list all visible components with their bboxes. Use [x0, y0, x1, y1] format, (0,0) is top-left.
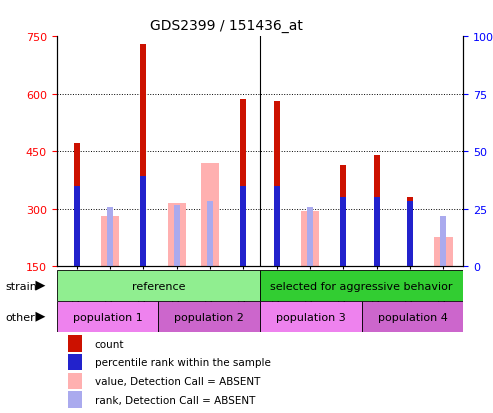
Bar: [168, 203, 186, 266]
Bar: [158, 301, 260, 332]
Bar: [174, 205, 180, 266]
Bar: [141, 177, 146, 266]
Bar: [340, 165, 347, 266]
Text: reference: reference: [132, 281, 185, 291]
Bar: [241, 186, 246, 266]
Bar: [374, 156, 380, 266]
Text: population 1: population 1: [72, 312, 142, 322]
Bar: [68, 336, 82, 352]
Bar: [440, 217, 447, 266]
Bar: [73, 186, 80, 266]
Bar: [340, 198, 347, 266]
Text: percentile rank within the sample: percentile rank within the sample: [95, 357, 271, 368]
Bar: [274, 102, 280, 266]
Text: rank, Detection Call = ABSENT: rank, Detection Call = ABSENT: [95, 394, 255, 405]
Bar: [407, 198, 413, 266]
Text: population 2: population 2: [175, 312, 244, 322]
Bar: [101, 217, 119, 266]
Bar: [260, 271, 463, 301]
Bar: [274, 186, 280, 266]
Bar: [374, 198, 380, 266]
Text: other: other: [5, 312, 35, 322]
Text: value, Detection Call = ABSENT: value, Detection Call = ABSENT: [95, 376, 260, 386]
Text: population 4: population 4: [378, 312, 448, 322]
Bar: [407, 202, 413, 266]
Bar: [260, 301, 362, 332]
Text: count: count: [95, 339, 124, 349]
Bar: [68, 392, 82, 408]
Bar: [307, 207, 313, 266]
Bar: [141, 45, 146, 266]
Text: strain: strain: [5, 281, 37, 291]
Bar: [68, 373, 82, 389]
Bar: [434, 238, 453, 266]
Bar: [68, 354, 82, 370]
Text: population 3: population 3: [276, 312, 346, 322]
Bar: [301, 211, 319, 266]
Bar: [241, 100, 246, 266]
Bar: [57, 301, 158, 332]
Bar: [207, 202, 213, 266]
Text: selected for aggressive behavior: selected for aggressive behavior: [271, 281, 453, 291]
Bar: [57, 271, 260, 301]
Bar: [107, 207, 113, 266]
Bar: [362, 301, 463, 332]
Text: GDS2399 / 151436_at: GDS2399 / 151436_at: [150, 19, 303, 33]
Bar: [73, 144, 80, 266]
Bar: [201, 163, 219, 266]
